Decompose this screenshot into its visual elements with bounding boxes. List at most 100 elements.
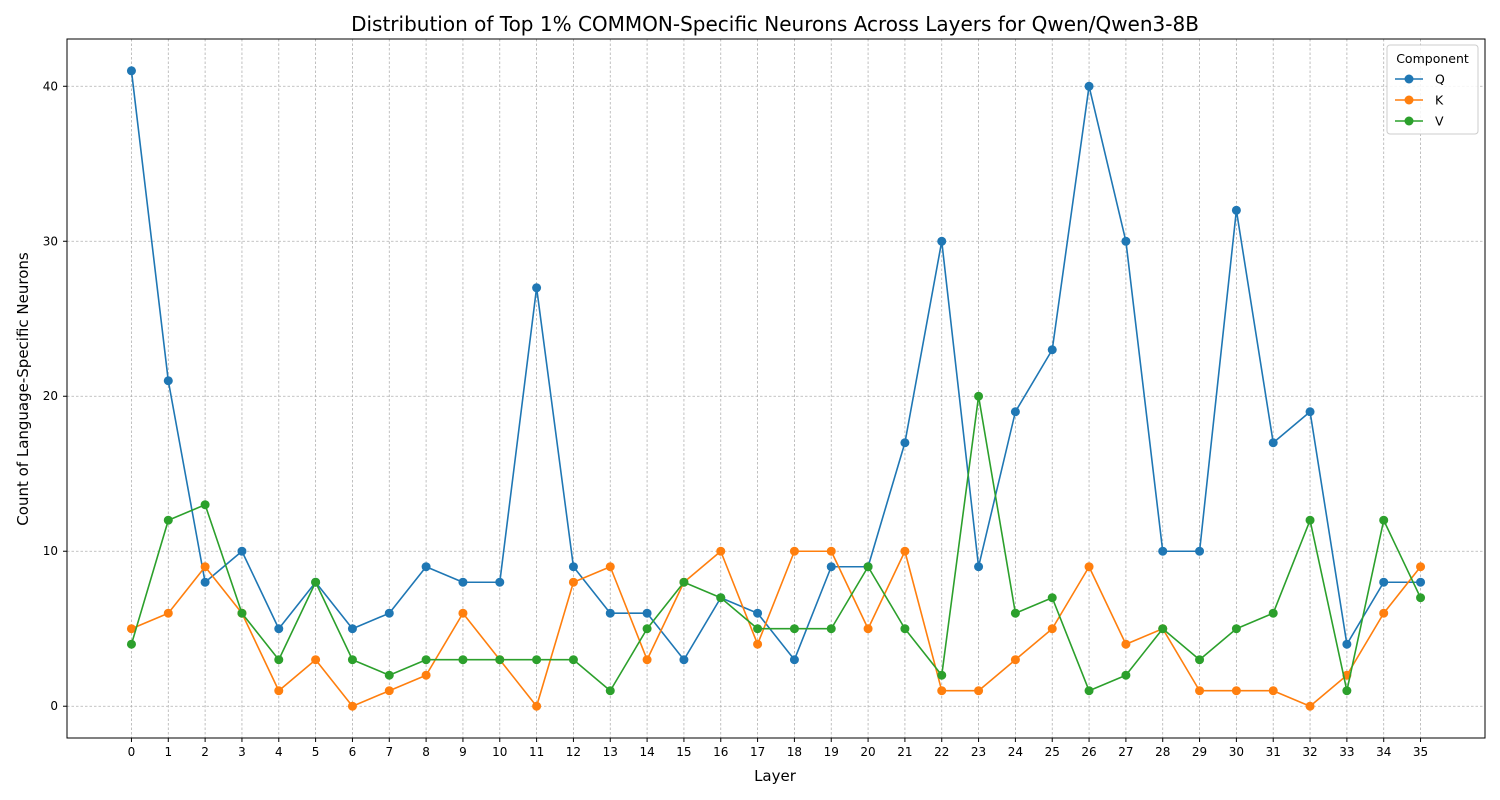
data-point bbox=[126, 639, 136, 649]
data-point bbox=[200, 577, 210, 587]
data-point bbox=[384, 686, 394, 696]
x-tick-label: 4 bbox=[275, 745, 283, 759]
data-point bbox=[974, 562, 984, 572]
data-point bbox=[1047, 624, 1057, 634]
data-point bbox=[1231, 624, 1241, 634]
data-point bbox=[1010, 608, 1020, 618]
data-point bbox=[1121, 236, 1131, 246]
data-point bbox=[1268, 438, 1278, 448]
x-axis-ticks: 0 1 2 3 4 5 6 7 8 9 10 11 12 13 14 15 16 17 18 19 20 21 22 23 24… bbox=[128, 738, 1428, 759]
data-point bbox=[642, 608, 652, 618]
data-point bbox=[1342, 639, 1352, 649]
grid-lines bbox=[67, 39, 1485, 738]
y-tick-label: 30 bbox=[43, 234, 58, 248]
x-tick-label: 27 bbox=[1118, 745, 1133, 759]
data-point bbox=[900, 438, 910, 448]
x-tick-label: 13 bbox=[603, 745, 618, 759]
x-tick-label: 10 bbox=[492, 745, 507, 759]
x-tick-label: 25 bbox=[1045, 745, 1060, 759]
data-point bbox=[789, 546, 799, 556]
x-tick-label: 33 bbox=[1339, 745, 1354, 759]
x-tick-label: 22 bbox=[934, 745, 949, 759]
data-point bbox=[163, 608, 173, 618]
y-axis-label: Count of Language-Specific Neurons bbox=[14, 252, 32, 526]
data-point bbox=[605, 608, 615, 618]
data-point bbox=[974, 686, 984, 696]
data-point bbox=[384, 608, 394, 618]
data-point bbox=[1047, 593, 1057, 603]
data-point bbox=[274, 655, 284, 665]
x-tick-label: 11 bbox=[529, 745, 544, 759]
x-tick-label: 32 bbox=[1302, 745, 1317, 759]
data-point bbox=[163, 515, 173, 525]
series-q bbox=[126, 66, 1426, 665]
data-point bbox=[421, 655, 431, 665]
legend-item-q: Q bbox=[1395, 72, 1445, 87]
y-axis-ticks: 0 10 20 30 40 bbox=[43, 79, 67, 713]
data-point bbox=[347, 624, 357, 634]
legend-item-k: K bbox=[1395, 93, 1444, 108]
data-point bbox=[716, 546, 726, 556]
chart-title: Distribution of Top 1% COMMON-Specific N… bbox=[351, 12, 1199, 36]
data-point bbox=[311, 655, 321, 665]
data-point bbox=[974, 391, 984, 401]
data-point bbox=[1416, 562, 1426, 572]
data-point bbox=[495, 655, 505, 665]
data-point bbox=[532, 283, 542, 293]
data-point bbox=[568, 577, 578, 587]
y-tick-label: 20 bbox=[43, 389, 58, 403]
data-point bbox=[605, 562, 615, 572]
data-point bbox=[1158, 546, 1168, 556]
x-tick-label: 7 bbox=[385, 745, 393, 759]
data-point bbox=[937, 670, 947, 680]
data-point bbox=[421, 562, 431, 572]
data-point bbox=[126, 624, 136, 634]
data-point bbox=[679, 577, 689, 587]
data-point bbox=[274, 624, 284, 634]
x-tick-label: 29 bbox=[1192, 745, 1207, 759]
data-point bbox=[1121, 670, 1131, 680]
x-axis-label: Layer bbox=[754, 767, 797, 785]
x-tick-label: 20 bbox=[860, 745, 875, 759]
data-point bbox=[1305, 701, 1315, 711]
series-line bbox=[131, 550, 1422, 708]
data-point bbox=[753, 639, 763, 649]
data-point bbox=[126, 66, 136, 76]
y-tick-label: 40 bbox=[43, 79, 58, 93]
series-v bbox=[126, 391, 1426, 696]
data-point bbox=[1195, 546, 1205, 556]
data-point bbox=[753, 608, 763, 618]
data-point bbox=[237, 546, 247, 556]
data-point bbox=[642, 655, 652, 665]
data-point bbox=[1195, 686, 1205, 696]
x-tick-label: 19 bbox=[824, 745, 839, 759]
legend-swatch-marker bbox=[1404, 116, 1414, 126]
x-tick-label: 1 bbox=[164, 745, 172, 759]
data-point bbox=[753, 624, 763, 634]
data-point bbox=[347, 655, 357, 665]
y-tick-label: 0 bbox=[50, 699, 58, 713]
plot-frame bbox=[66, 38, 1486, 739]
data-point bbox=[826, 624, 836, 634]
legend-swatch-marker bbox=[1404, 95, 1414, 105]
x-tick-label: 28 bbox=[1155, 745, 1170, 759]
data-point bbox=[1379, 577, 1389, 587]
data-point bbox=[568, 562, 578, 572]
data-point bbox=[1268, 608, 1278, 618]
data-point bbox=[1268, 686, 1278, 696]
data-point bbox=[532, 655, 542, 665]
legend-title: Component bbox=[1396, 51, 1469, 66]
legend: Component QKV bbox=[1386, 44, 1479, 135]
series-line bbox=[130, 395, 1422, 692]
x-tick-label: 26 bbox=[1081, 745, 1096, 759]
data-point bbox=[1010, 407, 1020, 417]
data-point bbox=[716, 593, 726, 603]
data-point bbox=[1231, 205, 1241, 215]
series-group bbox=[126, 66, 1426, 711]
x-tick-label: 8 bbox=[422, 745, 430, 759]
data-point bbox=[1121, 639, 1131, 649]
data-point bbox=[605, 686, 615, 696]
data-point bbox=[1010, 655, 1020, 665]
data-point bbox=[495, 577, 505, 587]
